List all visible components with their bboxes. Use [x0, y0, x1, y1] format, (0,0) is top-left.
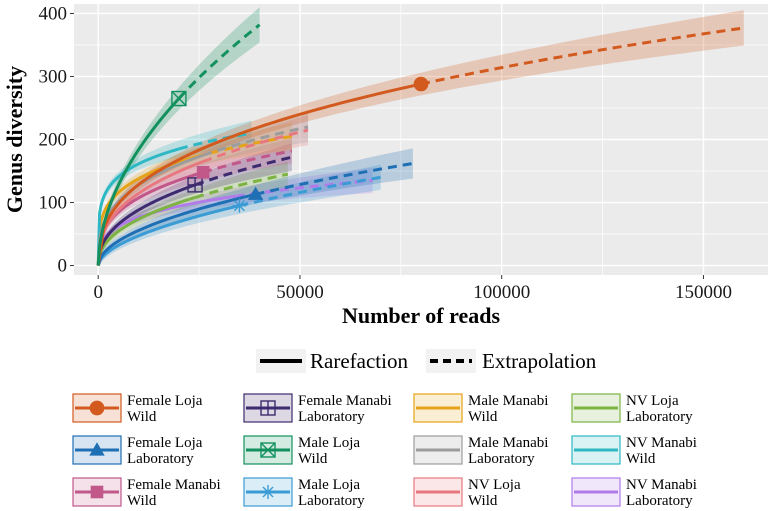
male-loja-wild-observed-marker-diag-b [171, 91, 187, 107]
legend-label-line1: Male Manabi [468, 435, 548, 451]
legend-label-line2: Laboratory [626, 409, 693, 425]
legend-label-line1: Female Manabi [298, 393, 392, 409]
legend-label-line1: Female Loja [127, 393, 203, 409]
legend-label-line1: NV Loja [626, 393, 679, 409]
y-tick-label: 100 [39, 193, 68, 214]
x-tick-label: 50000 [276, 282, 324, 303]
female-manabi-laboratory-ribbon [98, 143, 292, 266]
legend-key-marker-circle [89, 400, 105, 416]
male-loja-wild-observed-marker-box [171, 90, 187, 107]
legend-label-line2: Wild [468, 493, 498, 509]
linetype-label: Rarefaction [310, 349, 408, 373]
legend-key-marker-square [90, 485, 104, 499]
nv-loja-wild-extrapolation-line [202, 128, 309, 163]
legend-label-line2: Laboratory [468, 451, 535, 467]
female-loja-wild-observed-marker-circle [413, 76, 429, 92]
nv-loja-wild-rarefaction-line [96, 160, 204, 266]
x-tick-label: 100000 [473, 282, 530, 303]
legend-label-line1: Female Manabi [127, 477, 221, 493]
line-type-legend: Rarefaction Extrapolation [256, 349, 597, 373]
female-loja-laboratory-observed-marker-triangle [247, 186, 264, 200]
legend-label-line2: Wild [127, 493, 157, 509]
nv-loja-laboratory-rarefaction-line [96, 196, 196, 266]
x-tick-label: 150000 [675, 282, 732, 303]
nv-manabi-laboratory-rarefaction-line [96, 194, 236, 266]
observed-markers [171, 76, 429, 213]
legend-label-line2: Wild [298, 451, 328, 467]
linetype-label: Extrapolation [482, 349, 597, 373]
x-tick-label: 0 [93, 282, 103, 303]
nv-loja-laboratory-extrapolation-line [194, 172, 289, 199]
y-tick-label: 400 [39, 3, 68, 24]
male-loja-laboratory-ribbon [98, 164, 381, 266]
female-manabi-laboratory-extrapolation-line [194, 155, 293, 187]
female-loja-laboratory-rarefaction-line [96, 192, 256, 266]
male-loja-wild-ribbon [98, 7, 260, 266]
nv-manabi-wild-rarefaction-line [96, 147, 180, 266]
female-manabi-laboratory-rarefaction-line [96, 183, 196, 266]
nv-loja-wild-ribbon [98, 114, 309, 266]
legend-key-marker-box [260, 442, 276, 458]
y-tick-label: 200 [39, 130, 68, 151]
female-manabi-wild-observed-marker-square [196, 165, 210, 179]
legend-label-line2: Laboratory [626, 493, 693, 509]
legend-label-line1: Male Loja [298, 435, 360, 451]
legend-label-line2: Wild [127, 409, 157, 425]
male-loja-wild-rarefaction-line [96, 97, 181, 266]
female-loja-wild-rarefaction-line [96, 82, 422, 266]
male-loja-wild-extrapolation-line [177, 23, 261, 100]
legend-key-marker-spoke-b [262, 486, 274, 498]
legend-label-line2: Laboratory [127, 451, 194, 467]
female-loja-wild-extrapolation-line [420, 26, 745, 86]
male-manabi-laboratory-ribbon [98, 111, 309, 266]
female-loja-laboratory-extrapolation-line [255, 161, 414, 196]
x-axis-title: Number of reads [342, 303, 501, 328]
nv-loja-laboratory-ribbon [98, 161, 288, 266]
major-gridlines [74, 4, 768, 275]
legend-key-marker-triangle [89, 442, 105, 456]
male-loja-laboratory-extrapolation-line [239, 175, 381, 208]
legend-label-line2: Wild [468, 409, 498, 425]
legend-label-line1: NV Manabi [626, 435, 697, 451]
legend-label-line1: NV Manabi [626, 477, 697, 493]
legend-label-line1: NV Loja [468, 477, 521, 493]
y-tick-label: 300 [39, 66, 68, 87]
y-axis-title: Genus diversity [2, 66, 27, 213]
curves [96, 23, 745, 267]
male-manabi-laboratory-extrapolation-line [202, 125, 309, 157]
legend-label-line2: Laboratory [298, 409, 365, 425]
y-tick-label: 0 [58, 256, 68, 277]
legend-label-line1: Male Manabi [468, 393, 548, 409]
legend-label-line2: Laboratory [298, 493, 365, 509]
male-loja-laboratory-observed-marker-spoke-b [233, 200, 245, 212]
legend-label-line1: Male Loja [298, 477, 360, 493]
legend-label-line1: Female Loja [127, 435, 203, 451]
male-manabi-laboratory-rarefaction-line [96, 153, 204, 266]
legend-key-marker-diag-b [260, 442, 276, 458]
axis-ticks: 0 50000 100000 150000 0 100 200 300 400 [39, 3, 732, 303]
female-manabi-wild-extrapolation-line [202, 149, 293, 174]
legend-label-line2: Wild [626, 451, 656, 467]
male-loja-laboratory-rarefaction-line [96, 204, 240, 267]
